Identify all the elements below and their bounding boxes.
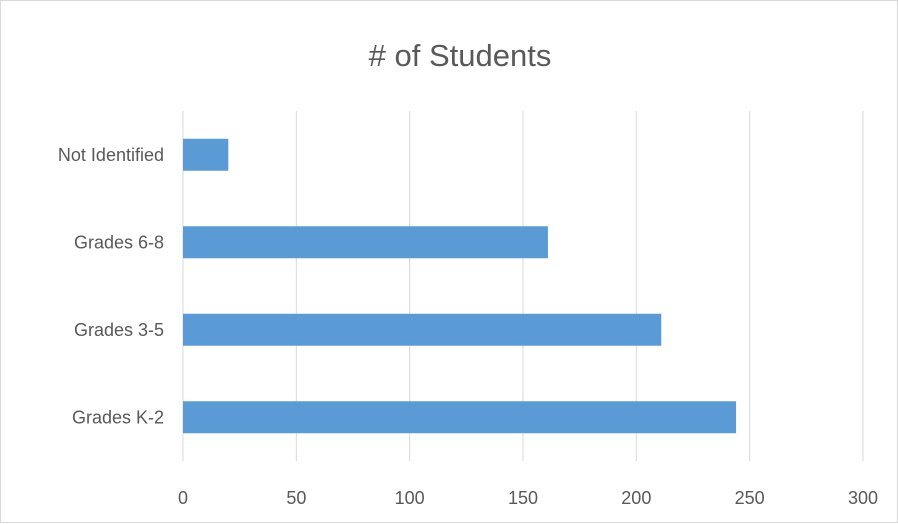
bar-grades-3-5 [183, 313, 662, 346]
x-tick-label: 50 [286, 488, 306, 508]
bar-not-identified [183, 138, 229, 171]
x-tick-label: 100 [395, 488, 425, 508]
x-tick-label: 0 [178, 488, 188, 508]
chart-title: # of Students [369, 38, 552, 73]
category-label: Grades K-2 [72, 407, 164, 427]
bar-grades-k-2 [183, 401, 737, 434]
x-axis-tick-labels: 0 50 100 150 200 250 300 [178, 488, 878, 508]
category-label: Not Identified [58, 145, 164, 165]
gridlines [182, 111, 864, 461]
x-tick-label: 150 [508, 488, 538, 508]
x-tick-label: 300 [848, 488, 878, 508]
y-axis-category-labels: Grades K-2 Grades 3-5 Grades 6-8 Not Identi… [58, 145, 164, 428]
x-tick-label: 250 [735, 488, 765, 508]
category-label: Grades 6-8 [74, 232, 164, 252]
bar-grades-6-8 [183, 226, 548, 259]
category-label: Grades 3-5 [74, 320, 164, 340]
x-tick-label: 200 [621, 488, 651, 508]
bars [183, 138, 737, 434]
